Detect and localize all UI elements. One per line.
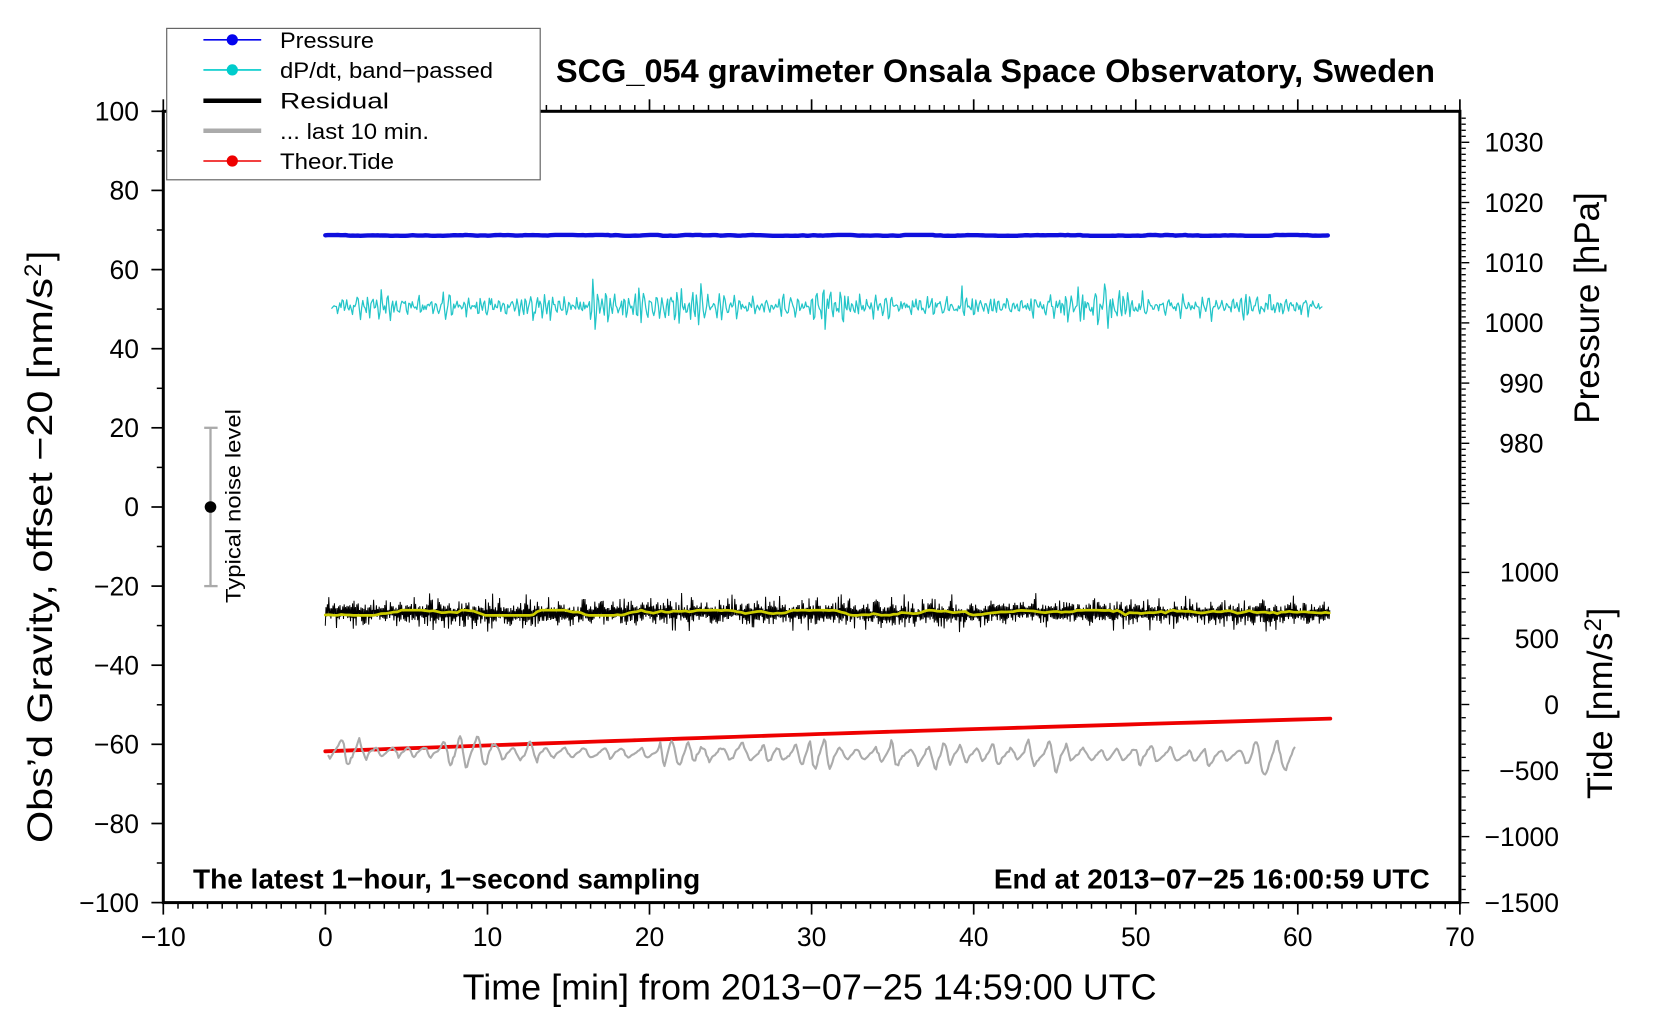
svg-text:Obs’d Gravity, offset −20 [nm/: Obs’d Gravity, offset −20 [nm/s [20, 278, 60, 843]
svg-text:−60: −60 [94, 730, 139, 760]
svg-text:−1500: −1500 [1485, 888, 1559, 918]
svg-text:50: 50 [1121, 922, 1150, 952]
svg-text:60: 60 [110, 255, 139, 285]
svg-text:1010: 1010 [1485, 248, 1544, 278]
svg-text:40: 40 [110, 334, 139, 364]
svg-text:Residual: Residual [280, 89, 389, 114]
svg-text:20: 20 [110, 413, 139, 443]
svg-text:990: 990 [1499, 368, 1543, 398]
svg-text:10: 10 [473, 922, 502, 952]
svg-text:−500: −500 [1499, 756, 1559, 786]
svg-text:]: ] [20, 251, 60, 261]
svg-text:2: 2 [1580, 618, 1607, 631]
svg-text:−10: −10 [141, 922, 186, 952]
svg-text:−100: −100 [79, 888, 139, 918]
svg-text:0: 0 [124, 492, 139, 522]
svg-text:20: 20 [635, 922, 664, 952]
svg-text:Pressure [hPa]: Pressure [hPa] [1568, 192, 1607, 424]
svg-text:1020: 1020 [1485, 188, 1544, 218]
svg-text:End at 2013−07−25 16:00:59 UTC: End at 2013−07−25 16:00:59 UTC [994, 864, 1430, 895]
svg-text:−1000: −1000 [1485, 822, 1559, 852]
svg-text:100: 100 [95, 97, 139, 127]
svg-text:−80: −80 [94, 809, 139, 839]
svg-text:... last 10 min.: ... last 10 min. [280, 119, 429, 144]
svg-text:−20: −20 [94, 571, 139, 601]
svg-text:Typical noise level: Typical noise level [222, 409, 246, 603]
svg-text:]: ] [1581, 608, 1620, 618]
svg-text:40: 40 [959, 922, 988, 952]
svg-text:Tide [nm/s: Tide [nm/s [1581, 633, 1620, 800]
svg-text:1000: 1000 [1485, 308, 1544, 338]
svg-text:30: 30 [797, 922, 826, 952]
svg-text:1030: 1030 [1485, 128, 1544, 158]
svg-text:The latest 1−hour, 1−second sa: The latest 1−hour, 1−second sampling [193, 864, 700, 895]
svg-text:1000: 1000 [1500, 558, 1559, 588]
svg-text:Time [min] from 2013−07−25 14:: Time [min] from 2013−07−25 14:59:00 UTC [463, 967, 1157, 1008]
svg-text:Theor.Tide: Theor.Tide [280, 149, 394, 174]
svg-text:60: 60 [1283, 922, 1312, 952]
svg-text:−40: −40 [94, 651, 139, 681]
svg-text:70: 70 [1445, 922, 1474, 952]
svg-text:dP/dt, band−passed: dP/dt, band−passed [280, 58, 493, 83]
svg-text:500: 500 [1515, 624, 1559, 654]
svg-text:80: 80 [110, 176, 139, 206]
svg-text:Pressure: Pressure [280, 28, 374, 53]
svg-text:980: 980 [1499, 429, 1543, 459]
svg-text:SCG_054 gravimeter Onsala Spac: SCG_054 gravimeter Onsala Space Observat… [556, 53, 1435, 89]
svg-text:0: 0 [318, 922, 333, 952]
svg-text:2: 2 [20, 264, 47, 277]
svg-text:0: 0 [1544, 690, 1559, 720]
